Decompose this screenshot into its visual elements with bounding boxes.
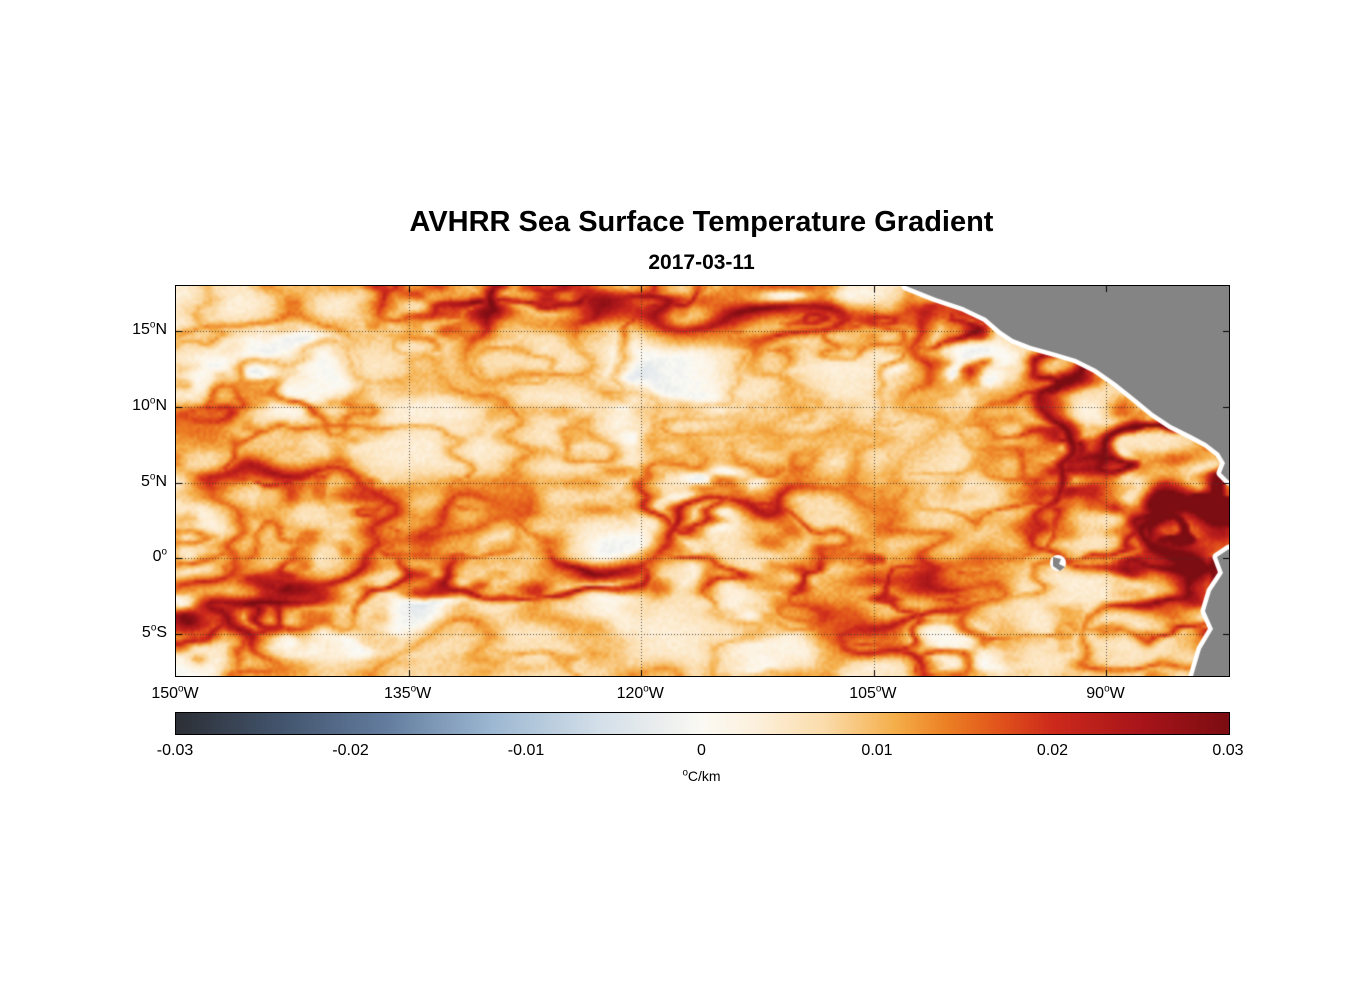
colorbar-tick-label: 0.02 xyxy=(1036,742,1069,759)
colorbar-tick-label: -0.02 xyxy=(332,742,369,759)
y-tick-label: 0o xyxy=(152,546,167,566)
x-tick-label: 90oW xyxy=(1086,683,1125,702)
y-tick-label: 5oN xyxy=(141,471,167,490)
y-tick-label: 10oN xyxy=(132,395,167,414)
colorbar-tick-label: -0.03 xyxy=(156,742,194,759)
colorbar-tick-label: -0.01 xyxy=(507,742,545,759)
x-tick-label: 120oW xyxy=(616,683,664,702)
colorbar-tick-label: 0.03 xyxy=(1212,742,1244,759)
colorbar-tick-label: 0 xyxy=(697,742,706,759)
map-plot-area xyxy=(175,285,1230,677)
x-tick-label: 150oW xyxy=(151,683,199,702)
y-tick-label: 15oN xyxy=(132,320,167,339)
chart-title: AVHRR Sea Surface Temperature Gradient xyxy=(409,206,994,238)
colorbar xyxy=(175,712,1230,735)
sst-gradient-heatmap-canvas xyxy=(176,286,1229,676)
colorbar-units-label: oC/km xyxy=(682,767,721,784)
colorbar-tick-label: 0.01 xyxy=(861,742,893,759)
x-tick-label: 135oW xyxy=(383,683,432,702)
y-tick-label: 5oS xyxy=(141,622,167,641)
x-tick-label: 105oW xyxy=(849,683,897,702)
colorbar-gradient-canvas xyxy=(176,713,1229,734)
chart-subtitle: 2017-03-11 xyxy=(648,251,755,274)
